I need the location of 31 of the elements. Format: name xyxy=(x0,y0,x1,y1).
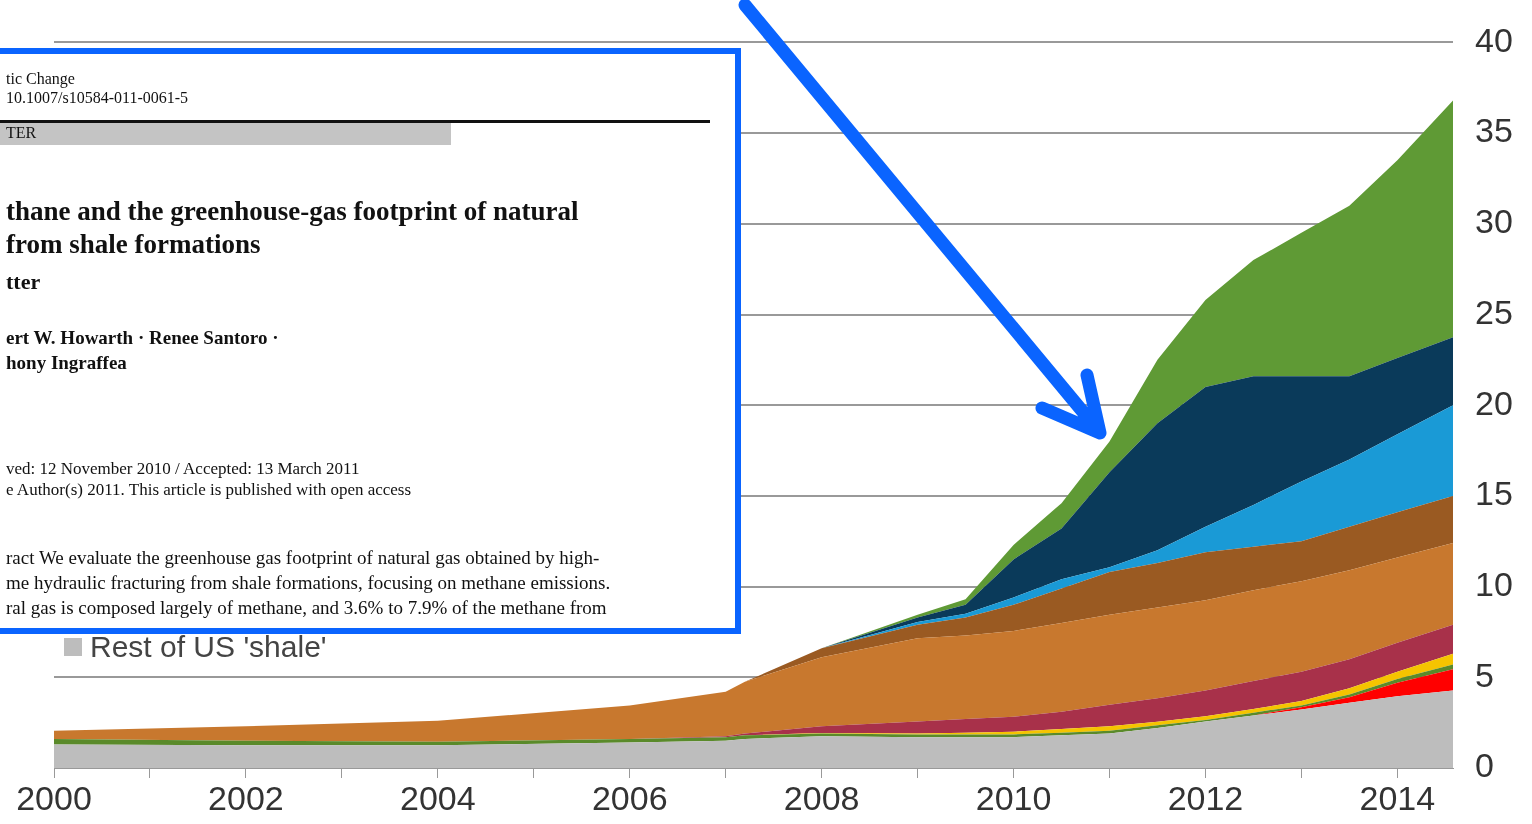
x-tick-label: 2004 xyxy=(399,778,476,817)
annotation: me hydraulic fracturing from shale formations, focusing on methane emissions. xyxy=(6,571,611,593)
annotation: ral gas is composed largely of methane, and 3.6% to 7.9% of the methane from xyxy=(6,596,607,618)
x-tick-label: 2000 xyxy=(16,778,92,817)
y-tick-label: 0 xyxy=(1475,746,1494,785)
legend-label: Rest of US 'shale' xyxy=(90,630,327,664)
x-tick-label: 2014 xyxy=(1359,778,1436,817)
y-tick-label: 15 xyxy=(1475,474,1513,513)
y-tick-label: 10 xyxy=(1475,564,1513,603)
annotation: e Author(s) 2011. This article is published with open access xyxy=(6,479,412,499)
annotation: ved: 12 November 2010 / Accepted: 13 March 2011 xyxy=(6,458,360,478)
annotation: from shale formations xyxy=(6,228,261,259)
y-tick-label: 25 xyxy=(1475,292,1513,331)
y-tick-label: 20 xyxy=(1475,383,1513,422)
y-tick-label: 35 xyxy=(1475,111,1513,150)
annotation: ert W. Howarth · Renee Santoro · xyxy=(6,326,279,348)
annotation: 10.1007/s10584-011-0061-5 xyxy=(6,89,189,106)
annotation: hony Ingraffea xyxy=(6,351,127,373)
annotation: tic Change xyxy=(6,70,75,87)
annotation: ract We evaluate the greenhouse gas footprint of natural gas obtained by high- xyxy=(6,546,600,568)
x-tick-label: 2010 xyxy=(975,778,1052,817)
text: tter xyxy=(6,269,41,294)
y-tick-label: 30 xyxy=(1475,202,1513,241)
x-tick-label: 2006 xyxy=(591,778,668,817)
x-tick-label: 2012 xyxy=(1167,778,1244,817)
y-tick-label: 40 xyxy=(1475,20,1513,59)
y-tick-label: 5 xyxy=(1475,655,1494,694)
text: TER xyxy=(6,124,37,141)
x-tick-label: 2008 xyxy=(783,778,860,817)
x-tick-label: 2002 xyxy=(208,778,284,817)
annotation: thane and the greenhouse-gas footprint of natural xyxy=(6,195,579,226)
